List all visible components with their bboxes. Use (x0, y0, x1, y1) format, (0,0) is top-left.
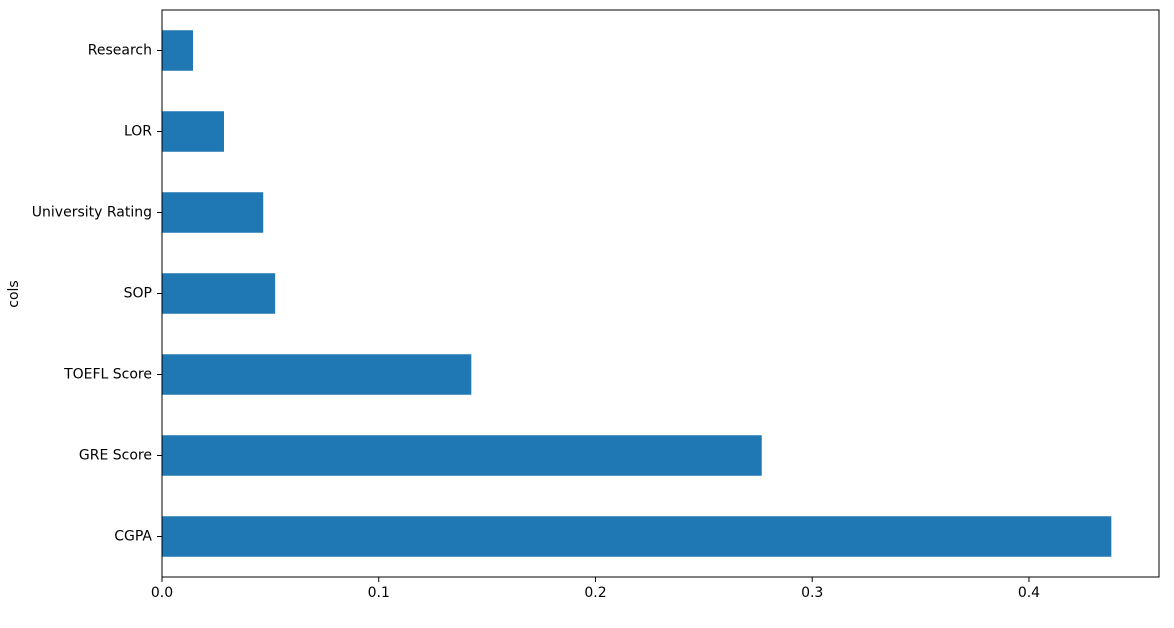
x-tick-label: 0.4 (1018, 585, 1040, 601)
x-tick-label: 0.1 (368, 585, 390, 601)
plot-frame (161, 9, 1160, 578)
y-tick-label: TOEFL Score (63, 367, 152, 383)
y-tick-label: GRE Score (79, 448, 152, 464)
bar (162, 435, 762, 476)
y-tick-label: SOP (124, 286, 152, 302)
y-tick-label: Research (88, 43, 152, 59)
bar (162, 273, 276, 314)
x-tick-label: 0.2 (584, 585, 606, 601)
bar (162, 354, 472, 395)
y-tick-label: CGPA (114, 529, 152, 545)
bar (162, 516, 1112, 557)
y-axis-label: cols (6, 280, 22, 307)
x-tick-label: 0.0 (151, 585, 173, 601)
y-tick-label: University Rating (32, 205, 152, 221)
bar (162, 30, 193, 71)
y-tick-label: LOR (124, 124, 152, 140)
x-tick-label: 0.3 (801, 585, 823, 601)
bar (162, 192, 264, 233)
bar (162, 111, 224, 152)
